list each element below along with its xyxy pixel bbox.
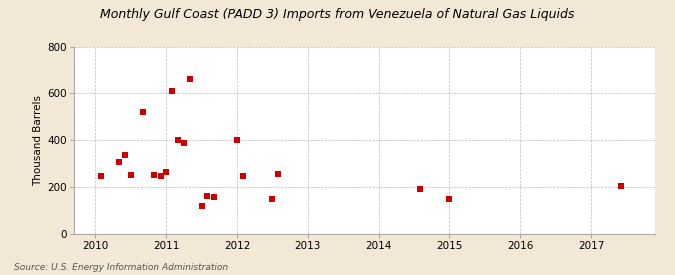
Point bbox=[238, 174, 248, 178]
Point bbox=[444, 196, 455, 201]
Point bbox=[184, 77, 195, 82]
Point bbox=[202, 193, 213, 198]
Point bbox=[179, 140, 190, 145]
Point bbox=[161, 170, 171, 174]
Point bbox=[232, 138, 242, 142]
Point bbox=[196, 204, 207, 208]
Point bbox=[149, 173, 160, 178]
Point bbox=[209, 195, 219, 199]
Text: Monthly Gulf Coast (PADD 3) Imports from Venezuela of Natural Gas Liquids: Monthly Gulf Coast (PADD 3) Imports from… bbox=[101, 8, 574, 21]
Point bbox=[126, 173, 136, 178]
Point bbox=[267, 196, 278, 201]
Point bbox=[96, 174, 107, 178]
Point bbox=[120, 153, 131, 158]
Point bbox=[167, 89, 178, 93]
Point bbox=[616, 184, 626, 188]
Point bbox=[138, 110, 148, 114]
Point bbox=[414, 187, 425, 191]
Y-axis label: Thousand Barrels: Thousand Barrels bbox=[34, 95, 43, 186]
Point bbox=[173, 138, 184, 142]
Point bbox=[155, 174, 166, 178]
Point bbox=[273, 172, 284, 176]
Point bbox=[113, 160, 124, 165]
Text: Source: U.S. Energy Information Administration: Source: U.S. Energy Information Administ… bbox=[14, 263, 227, 272]
